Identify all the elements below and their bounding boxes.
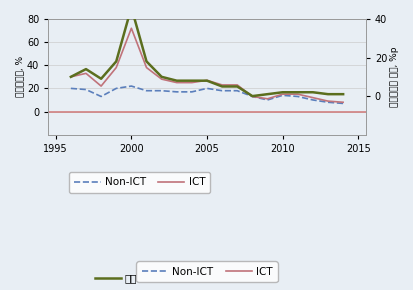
Non-ICT [68, 87, 73, 90]
차이 [204, 79, 209, 82]
ICT [128, 26, 133, 30]
ICT [280, 93, 285, 96]
Line: ICT: ICT [71, 28, 342, 102]
ICT [234, 83, 239, 87]
Non-ICT [114, 87, 119, 90]
차이 [219, 85, 224, 88]
Non-ICT [340, 102, 345, 105]
ICT [114, 66, 119, 69]
Non-ICT [98, 95, 103, 98]
Line: Non-ICT: Non-ICT [71, 86, 342, 104]
Legend: Non-ICT, ICT: Non-ICT, ICT [69, 172, 210, 193]
차이 [249, 94, 254, 98]
ICT [174, 81, 179, 84]
차이 [310, 90, 315, 94]
Y-axis label: 자산증가율 차이, %p: 자산증가율 차이, %p [389, 47, 398, 107]
ICT [219, 83, 224, 87]
ICT [189, 81, 194, 84]
ICT [249, 95, 254, 98]
Non-ICT [310, 98, 315, 102]
Non-ICT [219, 89, 224, 93]
차이 [159, 75, 164, 79]
차이 [325, 93, 330, 96]
차이 [340, 93, 345, 96]
Non-ICT [159, 89, 164, 93]
차이 [98, 77, 103, 81]
Non-ICT [280, 94, 285, 97]
Line: 차이: 차이 [71, 8, 342, 96]
ICT [264, 97, 269, 101]
Legend: 차이: 차이 [90, 269, 141, 288]
Non-ICT [264, 98, 269, 102]
Non-ICT [249, 95, 254, 98]
ICT [98, 84, 103, 88]
ICT [204, 79, 209, 82]
ICT [294, 93, 299, 96]
ICT [310, 96, 315, 99]
Non-ICT [128, 84, 133, 88]
차이 [83, 67, 88, 71]
차이 [68, 75, 73, 79]
Non-ICT [144, 89, 149, 93]
ICT [340, 101, 345, 104]
차이 [174, 79, 179, 82]
ICT [159, 77, 164, 81]
ICT [325, 99, 330, 103]
ICT [83, 72, 88, 75]
Legend: Non-ICT, ICT: Non-ICT, ICT [136, 262, 277, 282]
차이 [114, 60, 119, 63]
차이 [189, 79, 194, 82]
Non-ICT [83, 88, 88, 91]
ICT [68, 75, 73, 79]
Non-ICT [234, 89, 239, 93]
Y-axis label: 자산증가율, %: 자산증가율, % [15, 56, 24, 97]
Non-ICT [204, 87, 209, 90]
ICT [144, 66, 149, 69]
차이 [280, 90, 285, 94]
차이 [144, 60, 149, 63]
Non-ICT [174, 90, 179, 94]
Non-ICT [189, 90, 194, 94]
Non-ICT [325, 101, 330, 104]
차이 [264, 93, 269, 96]
차이 [128, 6, 133, 9]
차이 [234, 85, 239, 88]
차이 [294, 90, 299, 94]
Non-ICT [294, 95, 299, 98]
